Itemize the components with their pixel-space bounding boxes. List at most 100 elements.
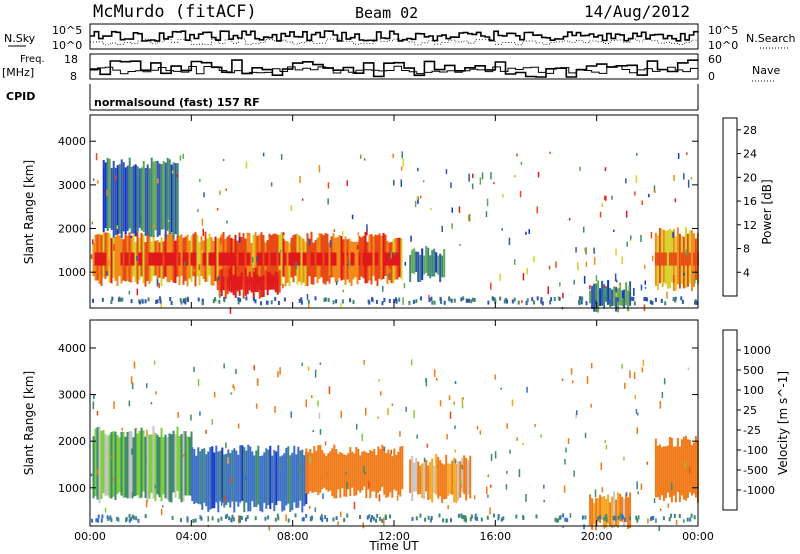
heatmap-speckle [199, 411, 201, 416]
heatmap-cell [467, 460, 470, 495]
heatmap-cell [160, 164, 163, 230]
heatmap-cell [186, 436, 189, 496]
heatmap-speckle [581, 515, 584, 520]
heatmap-cell [394, 252, 397, 266]
heatmap-speckle [624, 517, 626, 522]
heatmap-speckle [256, 378, 259, 386]
heatmap-cell [390, 252, 393, 266]
heatmap-speckle [584, 515, 587, 520]
power-colorbar: 4 8 12 16 20 24 28 [722, 117, 757, 297]
heatmap-cell [231, 450, 234, 502]
heatmap-speckle [222, 159, 225, 161]
heatmap-speckle [341, 231, 344, 236]
heatmap-speckle [253, 269, 255, 272]
heatmap-cell [437, 456, 440, 499]
heatmap-speckle [101, 514, 104, 519]
heatmap-speckle [594, 300, 597, 305]
heatmap-cell [132, 165, 135, 234]
heatmap-speckle [605, 296, 607, 301]
heatmap-speckle [199, 515, 202, 520]
heatmap-cell [102, 252, 105, 266]
heatmap-cell [96, 252, 99, 266]
heatmap-speckle [513, 297, 516, 302]
heatmap-speckle [579, 166, 581, 171]
heatmap-speckle [540, 434, 542, 438]
heatmap-cell [199, 451, 202, 505]
heatmap-cell [104, 252, 107, 266]
heatmap-speckle [615, 292, 617, 297]
heatmap-speckle [649, 300, 652, 305]
heatmap-speckle [650, 231, 653, 239]
heatmap-speckle [201, 298, 204, 303]
heatmap-speckle [468, 173, 470, 182]
heatmap-speckle [96, 411, 99, 416]
heatmap-speckle [561, 378, 564, 381]
heatmap-speckle [694, 443, 697, 451]
heatmap-cell [241, 445, 244, 501]
heatmap-cell [287, 446, 290, 504]
heatmap-speckle [428, 298, 431, 303]
heatmap-speckle [490, 282, 492, 290]
heatmap-speckle [113, 401, 115, 409]
heatmap-cell [254, 276, 257, 290]
heatmap-speckle [356, 245, 359, 250]
heatmap-speckle [471, 183, 474, 190]
heatmap-speckle [677, 153, 680, 159]
heatmap-speckle [673, 513, 676, 518]
noise-right-tick-high: 10^5 [708, 24, 738, 37]
heatmap-speckle [470, 514, 473, 519]
heatmap-speckle [144, 299, 147, 304]
heatmap-cell [122, 431, 125, 498]
heatmap-speckle [283, 297, 286, 302]
heatmap-cell [104, 162, 107, 228]
heatmap-speckle [585, 301, 588, 306]
heatmap-cell [180, 234, 183, 276]
heatmap-speckle [351, 214, 354, 220]
heatmap-speckle [319, 516, 322, 521]
heatmap-speckle [371, 515, 373, 519]
heatmap-speckle [154, 484, 157, 489]
heatmap-speckle [230, 518, 233, 523]
heatmap-speckle [400, 166, 403, 171]
heatmap-speckle [636, 518, 639, 523]
heatmap-cell [379, 448, 382, 491]
heatmap-cell [278, 270, 281, 293]
heatmap-speckle [306, 293, 309, 300]
heatmap-cell [174, 252, 177, 266]
heatmap-speckle [641, 367, 644, 373]
heatmap-cell [419, 254, 422, 282]
velocity-colorbar-label: Velocity [m s^-1] [776, 371, 790, 475]
heatmap-speckle [133, 361, 136, 369]
heatmap-speckle [158, 283, 160, 289]
heatmap-speckle [184, 297, 187, 302]
heatmap-cell [660, 252, 663, 266]
heatmap-cell [629, 492, 632, 529]
heatmap-speckle [549, 151, 551, 154]
heatmap-cell [469, 455, 472, 499]
heatmap-cell [388, 252, 391, 266]
heatmap-speckle [217, 518, 220, 523]
heatmap-speckle [618, 285, 621, 288]
heatmap-cell [236, 240, 239, 284]
heatmap-speckle [323, 297, 326, 302]
heatmap-speckle [629, 516, 631, 521]
heatmap-speckle [537, 171, 540, 178]
heatmap-speckle [95, 153, 98, 161]
heatmap-speckle [346, 481, 348, 489]
heatmap-speckle [460, 484, 462, 488]
heatmap-speckle [683, 272, 685, 276]
heatmap-speckle [597, 516, 600, 521]
heatmap-cell [351, 451, 354, 488]
heatmap-cell [150, 157, 153, 237]
heatmap-speckle [661, 391, 664, 398]
heatmap-cell [242, 252, 245, 266]
heatmap-speckle [337, 521, 339, 526]
heatmap-speckle [604, 195, 606, 201]
heatmap-speckle [110, 300, 113, 305]
heatmap-speckle [438, 513, 441, 518]
heatmap-speckle [144, 514, 147, 519]
heatmap-cell [431, 250, 434, 277]
heatmap-speckle [611, 195, 613, 200]
heatmap-speckle [379, 516, 382, 521]
